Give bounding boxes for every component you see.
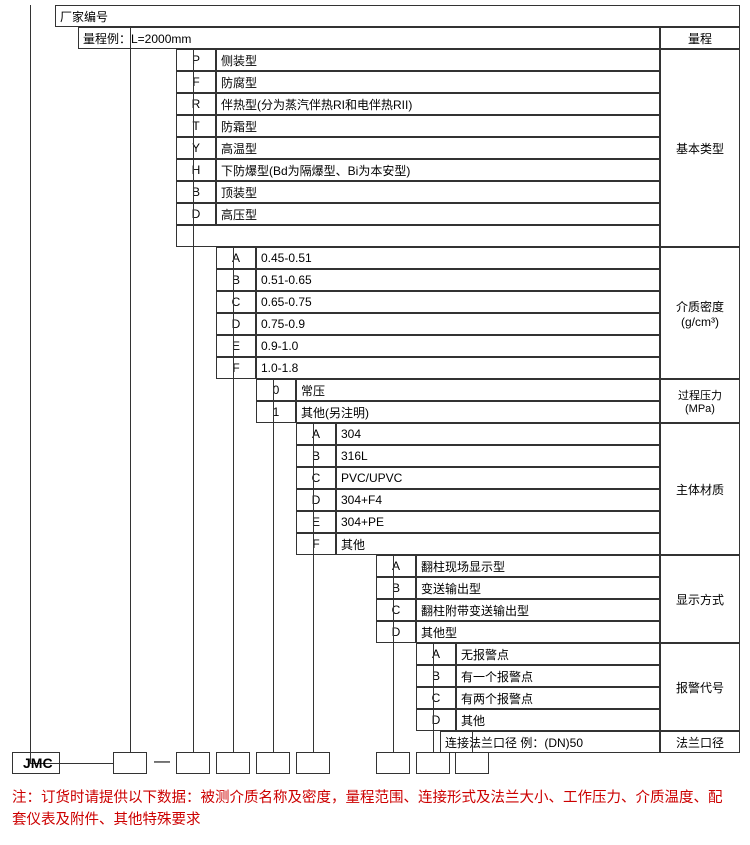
alarm-code: B (416, 665, 456, 687)
density-desc: 1.0-1.8 (256, 357, 660, 379)
alarm-code: D (416, 709, 456, 731)
code-box-0 (113, 752, 147, 774)
order-note: 注：订货时请提供以下数据：被测介质名称及密度，量程范围、连接形式及法兰大小、工作… (12, 788, 732, 832)
density-desc: 0.9-1.0 (256, 335, 660, 357)
code-box-7 (455, 752, 489, 774)
material-code: C (296, 467, 336, 489)
mfr-header: 厂家编号 (55, 5, 740, 27)
basic-code: Y (176, 137, 216, 159)
alarm-code: C (416, 687, 456, 709)
basic-code: B (176, 181, 216, 203)
alarm-desc: 有一个报警点 (456, 665, 660, 687)
code-box-3 (256, 752, 290, 774)
material-code: B (296, 445, 336, 467)
density-code: B (216, 269, 256, 291)
display-code: A (376, 555, 416, 577)
alarm-code: A (416, 643, 456, 665)
basic-label: 基本类型 (660, 49, 740, 247)
vline-2 (233, 247, 234, 752)
basic-desc: 防腐型 (216, 71, 660, 93)
code-box-1 (176, 752, 210, 774)
density-desc: 0.75-0.9 (256, 313, 660, 335)
jmc-label: JMC (12, 752, 60, 774)
material-desc: 304 (336, 423, 660, 445)
code-box-4 (296, 752, 330, 774)
vline-6 (433, 643, 434, 752)
display-code: D (376, 621, 416, 643)
basic-desc: 侧装型 (216, 49, 660, 71)
density-desc: 0.45-0.51 (256, 247, 660, 269)
dash: — (154, 753, 170, 771)
basic-desc: 高压型 (216, 203, 660, 225)
display-code: C (376, 599, 416, 621)
density-code: D (216, 313, 256, 335)
material-code: A (296, 423, 336, 445)
alarm-desc: 无报警点 (456, 643, 660, 665)
vline-1 (193, 49, 194, 752)
display-desc: 变送输出型 (416, 577, 660, 599)
pressure-desc: 常压 (296, 379, 660, 401)
vline-3 (273, 379, 274, 752)
code-box-2 (216, 752, 250, 774)
vline-0 (130, 27, 131, 752)
material-label: 主体材质 (660, 423, 740, 555)
density-desc: 0.51-0.65 (256, 269, 660, 291)
material-desc: 304+F4 (336, 489, 660, 511)
pressure-desc: 其他(另注明) (296, 401, 660, 423)
density-desc: 0.65-0.75 (256, 291, 660, 313)
basic-desc: 顶装型 (216, 181, 660, 203)
alarm-desc: 其他 (456, 709, 660, 731)
pressure-code: 0 (256, 379, 296, 401)
density-code: C (216, 291, 256, 313)
basic-blank (176, 225, 660, 247)
density-code: E (216, 335, 256, 357)
vline-jmc (30, 5, 31, 763)
display-label: 显示方式 (660, 555, 740, 643)
vline-7 (472, 731, 473, 752)
material-code: E (296, 511, 336, 533)
range-label: 量程 (660, 27, 740, 49)
flange-text: 连接法兰口径 例：(DN)50 (440, 731, 660, 753)
basic-code: P (176, 49, 216, 71)
pressure-code: 1 (256, 401, 296, 423)
material-code: D (296, 489, 336, 511)
alarm-desc: 有两个报警点 (456, 687, 660, 709)
basic-code: F (176, 71, 216, 93)
material-desc: PVC/UPVC (336, 467, 660, 489)
vline-4 (313, 423, 314, 752)
basic-code: R (176, 93, 216, 115)
display-desc: 翻柱现场显示型 (416, 555, 660, 577)
density-label: 介质密度(g/cm³) (660, 247, 740, 379)
material-desc: 304+PE (336, 511, 660, 533)
code-box-5 (376, 752, 410, 774)
alarm-label: 报警代号 (660, 643, 740, 731)
basic-desc: 防霜型 (216, 115, 660, 137)
basic-desc: 伴热型(分为蒸汽伴热RI和电伴热RII) (216, 93, 660, 115)
code-box-6 (416, 752, 450, 774)
material-desc: 其他 (336, 533, 660, 555)
display-desc: 翻柱附带变送输出型 (416, 599, 660, 621)
density-code: F (216, 357, 256, 379)
flange-label: 法兰口径 (660, 731, 740, 753)
basic-desc: 下防爆型(Bd为隔爆型、Bi为本安型) (216, 159, 660, 181)
basic-code: H (176, 159, 216, 181)
material-code: F (296, 533, 336, 555)
display-code: B (376, 577, 416, 599)
pressure-label: 过程压力(MPa) (660, 379, 740, 423)
basic-code: D (176, 203, 216, 225)
range-example: 量程例：L=2000mm (78, 27, 660, 49)
material-desc: 316L (336, 445, 660, 467)
vline-5 (393, 555, 394, 752)
basic-desc: 高温型 (216, 137, 660, 159)
basic-code: T (176, 115, 216, 137)
display-desc: 其他型 (416, 621, 660, 643)
density-code: A (216, 247, 256, 269)
